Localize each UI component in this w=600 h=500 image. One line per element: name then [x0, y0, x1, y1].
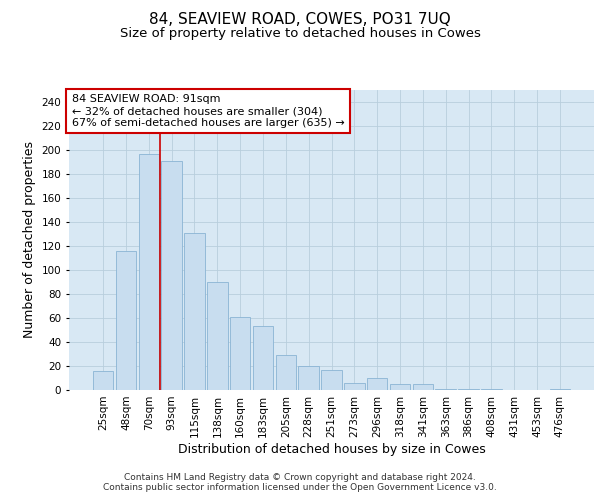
Bar: [275, 355, 296, 390]
Bar: [481, 389, 502, 390]
Text: 84 SEAVIEW ROAD: 91sqm
← 32% of detached houses are smaller (304)
67% of semi-de: 84 SEAVIEW ROAD: 91sqm ← 32% of detached…: [71, 94, 344, 128]
Bar: [207, 282, 227, 390]
Bar: [93, 371, 113, 390]
Bar: [116, 251, 136, 390]
X-axis label: Distribution of detached houses by size in Cowes: Distribution of detached houses by size …: [178, 442, 485, 456]
Bar: [321, 370, 342, 390]
Bar: [253, 326, 273, 390]
Bar: [436, 389, 456, 390]
Bar: [184, 233, 205, 390]
Bar: [367, 378, 388, 390]
Text: Contains HM Land Registry data © Crown copyright and database right 2024.
Contai: Contains HM Land Registry data © Crown c…: [103, 473, 497, 492]
Bar: [550, 389, 570, 390]
Text: 84, SEAVIEW ROAD, COWES, PO31 7UQ: 84, SEAVIEW ROAD, COWES, PO31 7UQ: [149, 12, 451, 28]
Bar: [390, 384, 410, 390]
Bar: [230, 317, 250, 390]
Bar: [139, 154, 159, 390]
Bar: [161, 161, 182, 390]
Text: Size of property relative to detached houses in Cowes: Size of property relative to detached ho…: [119, 28, 481, 40]
Bar: [344, 383, 365, 390]
Bar: [458, 389, 479, 390]
Y-axis label: Number of detached properties: Number of detached properties: [23, 142, 36, 338]
Bar: [298, 366, 319, 390]
Bar: [413, 384, 433, 390]
